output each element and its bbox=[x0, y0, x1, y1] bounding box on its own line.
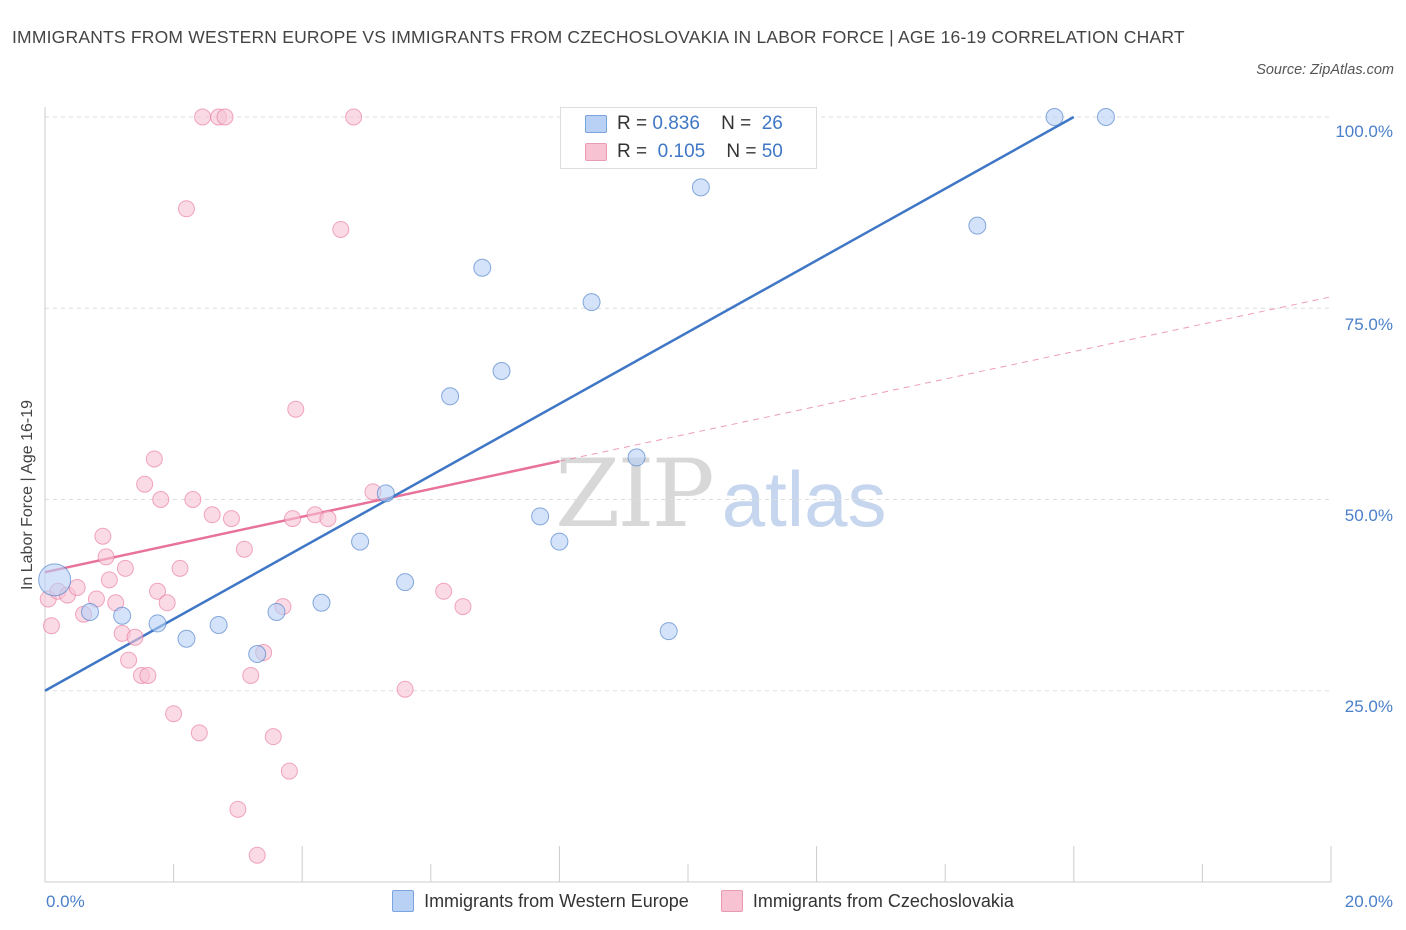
point-western-europe bbox=[473, 258, 492, 277]
point-czechoslovakia bbox=[345, 108, 363, 126]
point-czechoslovakia bbox=[116, 559, 134, 577]
point-czechoslovakia bbox=[94, 527, 112, 545]
trend-line-western-europe bbox=[44, 115, 1075, 692]
y-tick-75: 75.0% bbox=[1344, 315, 1393, 334]
point-western-europe bbox=[81, 602, 100, 621]
legend-r-value: 0.105 bbox=[657, 141, 706, 162]
legend-n-label: N = bbox=[726, 141, 757, 162]
y-tick-100: 100.0% bbox=[1335, 122, 1393, 141]
trend-line-czechoslovakia bbox=[44, 460, 560, 574]
point-czechoslovakia bbox=[194, 108, 212, 126]
legend-n-value: 26 bbox=[761, 113, 783, 134]
point-czechoslovakia bbox=[454, 598, 472, 616]
point-western-europe bbox=[312, 593, 331, 612]
point-western-europe bbox=[627, 448, 646, 467]
point-western-europe bbox=[659, 622, 678, 641]
point-czechoslovakia bbox=[97, 548, 115, 566]
point-western-europe bbox=[113, 606, 132, 625]
series-czechoslovakia-points bbox=[39, 108, 472, 864]
point-czechoslovakia bbox=[248, 846, 266, 864]
series-legend: Immigrants from Western Europe Immigrant… bbox=[0, 890, 1406, 912]
point-czechoslovakia bbox=[145, 450, 163, 468]
point-czechoslovakia bbox=[319, 510, 337, 528]
legend-swatch-blue bbox=[585, 115, 607, 133]
point-czechoslovakia bbox=[139, 666, 157, 684]
point-czechoslovakia bbox=[332, 220, 350, 238]
point-czechoslovakia bbox=[280, 762, 298, 780]
stats-legend: R = 0.836 N = 26 R = 0.105 N = 50 bbox=[560, 107, 817, 169]
point-western-europe bbox=[691, 178, 710, 197]
point-czechoslovakia bbox=[235, 540, 253, 558]
legend-label-czechoslovakia: Immigrants from Czechoslovakia bbox=[752, 890, 1014, 911]
point-western-europe bbox=[209, 615, 228, 634]
point-czechoslovakia bbox=[42, 617, 60, 635]
chart-title: IMMIGRANTS FROM WESTERN EUROPE VS IMMIGR… bbox=[12, 27, 1185, 47]
point-western-europe bbox=[38, 563, 72, 597]
legend-n-label: N = bbox=[721, 113, 752, 134]
legend-r-value: 0.836 bbox=[652, 113, 700, 134]
point-czechoslovakia bbox=[158, 594, 176, 612]
point-western-europe bbox=[582, 293, 601, 312]
point-czechoslovakia bbox=[165, 705, 183, 723]
legend-r-label: R = bbox=[617, 141, 648, 162]
point-czechoslovakia bbox=[287, 400, 305, 418]
point-czechoslovakia bbox=[184, 491, 202, 508]
legend-item-czechoslovakia: Immigrants from Czechoslovakia bbox=[720, 890, 1014, 912]
point-western-europe bbox=[267, 602, 286, 621]
point-czechoslovakia bbox=[68, 578, 86, 596]
legend-row-czechoslovakia: R = 0.105 N = 50 bbox=[585, 138, 783, 166]
legend-swatch-pink bbox=[720, 890, 743, 912]
point-czechoslovakia bbox=[203, 506, 221, 524]
legend-swatch-blue bbox=[392, 890, 415, 912]
legend-swatch-pink bbox=[585, 143, 607, 161]
point-czechoslovakia bbox=[136, 475, 154, 493]
point-czechoslovakia bbox=[177, 200, 195, 218]
grid-lines bbox=[45, 116, 1331, 692]
legend-n-value: 50 bbox=[761, 141, 783, 162]
x-tick-max: 20.0% bbox=[1344, 892, 1393, 911]
point-western-europe bbox=[396, 573, 415, 592]
series-western-europe-points bbox=[38, 108, 1115, 664]
legend-item-western-europe: Immigrants from Western Europe bbox=[392, 890, 689, 912]
point-western-europe bbox=[531, 507, 550, 526]
point-western-europe bbox=[248, 645, 267, 664]
trend-line-czechoslovakia-extension bbox=[559, 296, 1332, 462]
source-label: Source: ZipAtlas.com bbox=[1256, 62, 1394, 78]
point-czechoslovakia bbox=[284, 510, 302, 528]
point-czechoslovakia bbox=[171, 559, 189, 577]
point-czechoslovakia bbox=[396, 680, 414, 698]
point-western-europe bbox=[441, 387, 460, 406]
x-tick-min: 0.0% bbox=[46, 892, 85, 911]
point-czechoslovakia bbox=[126, 628, 144, 646]
point-czechoslovakia bbox=[435, 582, 453, 600]
y-axis-label: In Labor Force | Age 16-19 bbox=[19, 399, 36, 591]
y-tick-50: 50.0% bbox=[1344, 506, 1393, 525]
point-czechoslovakia bbox=[152, 491, 170, 508]
legend-label-western-europe: Immigrants from Western Europe bbox=[424, 890, 689, 911]
point-czechoslovakia bbox=[222, 510, 240, 528]
point-czechoslovakia bbox=[216, 108, 234, 126]
point-czechoslovakia bbox=[190, 724, 208, 742]
point-western-europe bbox=[968, 216, 987, 235]
point-czechoslovakia bbox=[264, 728, 282, 746]
point-western-europe bbox=[177, 629, 196, 648]
point-western-europe bbox=[148, 614, 167, 633]
point-czechoslovakia bbox=[149, 582, 167, 600]
legend-r-label: R = bbox=[617, 113, 648, 134]
point-western-europe bbox=[1045, 108, 1064, 126]
point-western-europe bbox=[550, 532, 569, 551]
point-western-europe bbox=[492, 361, 511, 380]
trend-lines bbox=[44, 115, 1332, 692]
point-czechoslovakia bbox=[120, 651, 138, 669]
point-czechoslovakia bbox=[100, 571, 118, 589]
point-western-europe bbox=[1096, 108, 1115, 126]
y-tick-25: 25.0% bbox=[1344, 697, 1393, 716]
point-western-europe bbox=[376, 484, 395, 503]
point-western-europe bbox=[351, 532, 370, 551]
point-czechoslovakia bbox=[229, 800, 247, 818]
legend-row-western-europe: R = 0.836 N = 26 bbox=[585, 110, 783, 138]
axes bbox=[44, 107, 1332, 883]
point-czechoslovakia bbox=[242, 666, 260, 684]
